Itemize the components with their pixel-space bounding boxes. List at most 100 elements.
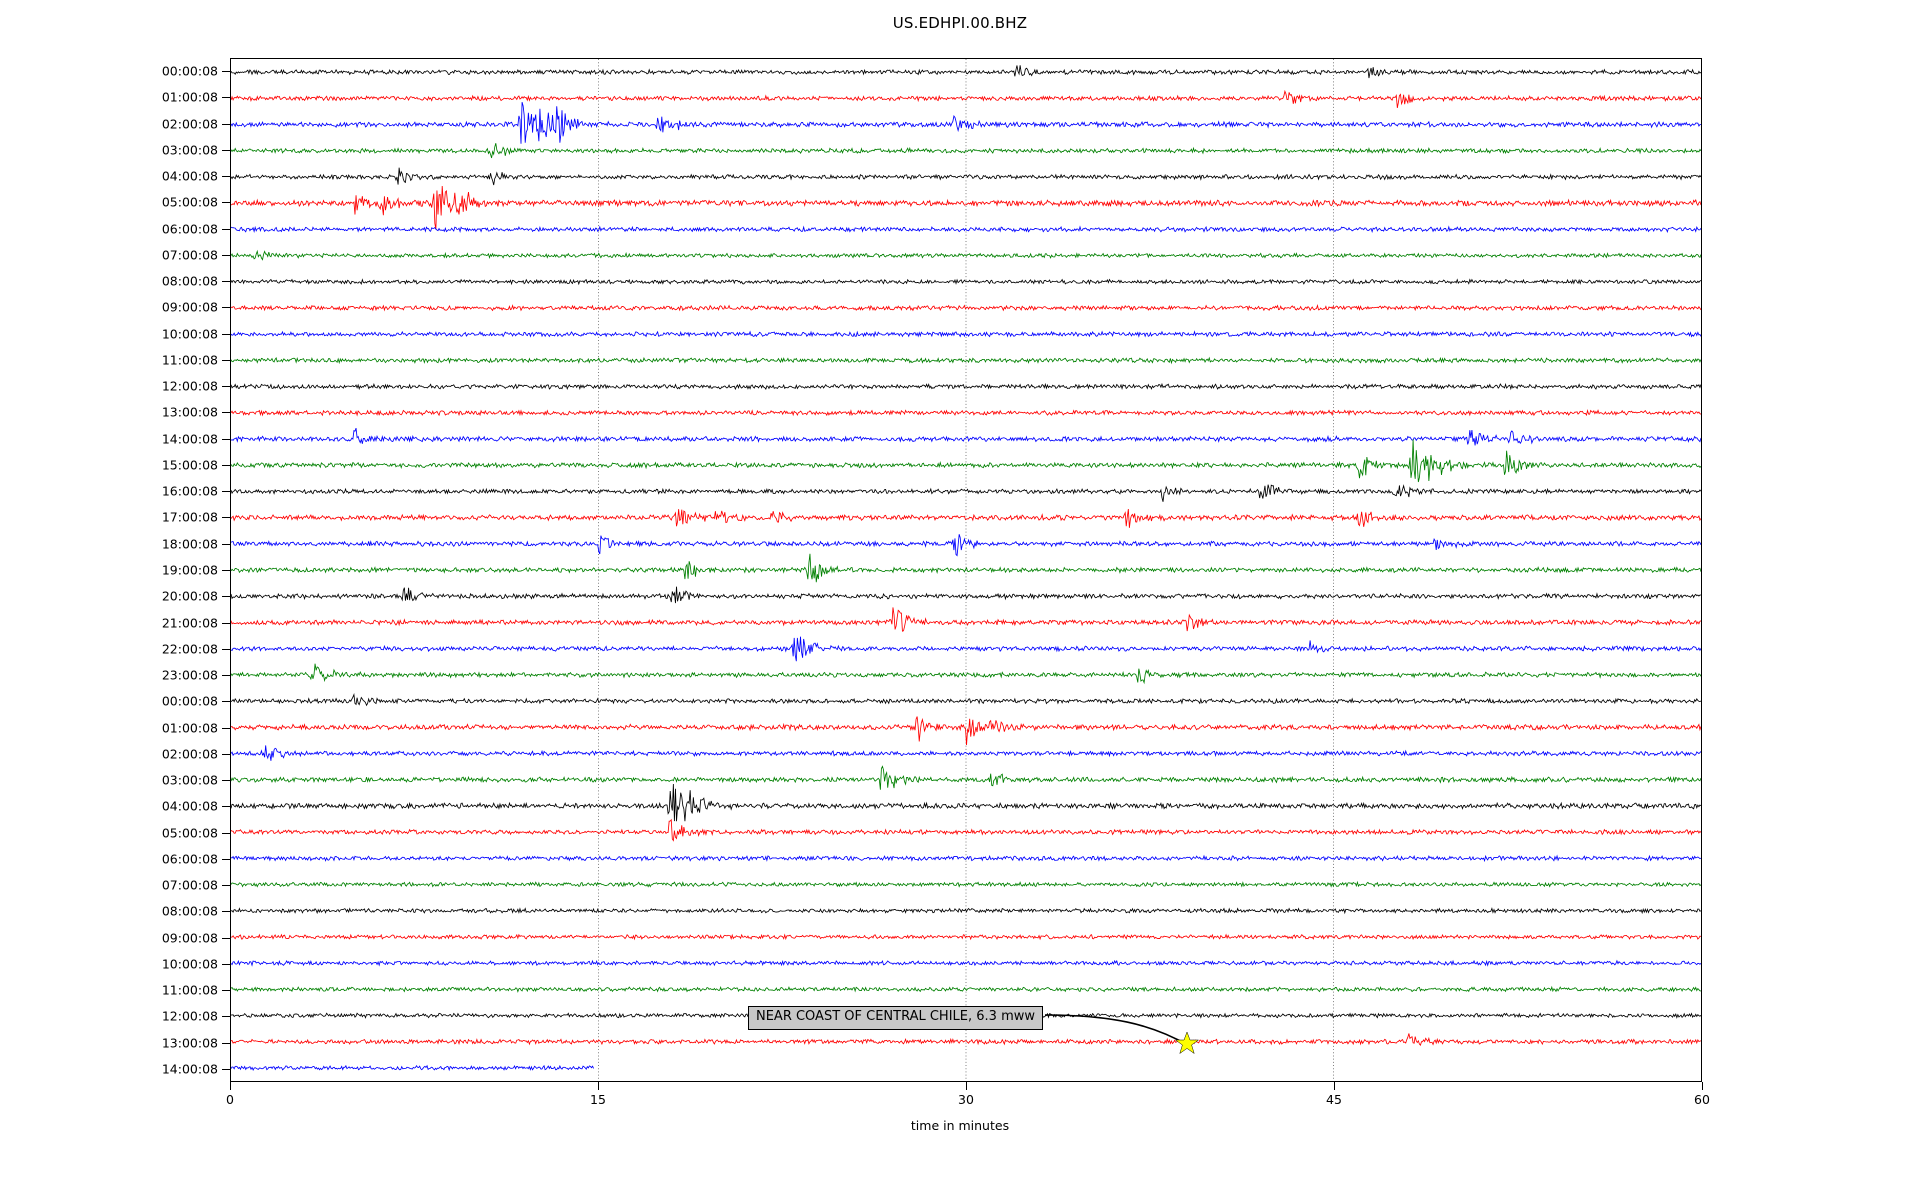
y-axis-tick-label: 14:00:08 xyxy=(161,431,218,447)
x-axis-tick-mark xyxy=(1702,1082,1703,1090)
seismogram-trace xyxy=(231,485,1701,502)
earthquake-star-icon xyxy=(1174,1030,1199,1054)
seismogram-trace xyxy=(231,745,1701,760)
x-axis-tick-mark xyxy=(598,1082,599,1090)
y-axis-tick-mark xyxy=(222,990,231,992)
y-axis-tick-mark xyxy=(222,570,231,571)
y-axis-tick-mark xyxy=(222,254,231,256)
y-axis-tick-mark xyxy=(222,333,231,335)
seismogram-trace xyxy=(231,332,1701,337)
y-axis-tick-mark xyxy=(222,307,231,309)
y-axis-tick-mark xyxy=(222,858,231,860)
y-axis-tick-label: 22:00:08 xyxy=(161,641,218,657)
seismogram-trace xyxy=(231,664,1701,683)
x-axis-tick-mark xyxy=(1334,1082,1335,1090)
y-axis-tick-label: 12:00:08 xyxy=(161,1008,218,1024)
x-axis-label: time in minutes xyxy=(910,1118,1010,1133)
y-axis-tick-label: 20:00:08 xyxy=(161,588,218,604)
y-axis-tick-mark xyxy=(222,543,231,545)
y-axis-tick-mark xyxy=(222,97,231,99)
y-axis-tick-label: 18:00:08 xyxy=(161,536,218,552)
y-axis-tick-label: 00:00:08 xyxy=(161,693,218,709)
x-axis-tick-label: 0 xyxy=(226,1092,234,1107)
y-axis-tick-mark xyxy=(222,281,231,283)
x-axis-tick-label: 30 xyxy=(958,1092,974,1107)
seismogram-traces xyxy=(231,59,1701,1081)
seismogram-trace xyxy=(231,935,1701,939)
y-axis-tick-mark xyxy=(222,701,231,703)
y-axis-tick-mark xyxy=(222,753,231,755)
y-axis-tick-mark xyxy=(222,596,231,598)
seismogram-trace xyxy=(231,987,1701,991)
seismogram-trace xyxy=(231,587,1701,603)
seismogram-trace xyxy=(231,439,1701,482)
y-axis-tick-label: 06:00:08 xyxy=(161,221,218,237)
y-axis-tick-mark xyxy=(222,491,231,493)
y-axis-tick-label: 17:00:08 xyxy=(161,509,218,525)
y-axis-tick-mark xyxy=(222,359,231,361)
seismogram-trace xyxy=(231,554,1701,582)
seismogram-trace xyxy=(231,717,1701,745)
y-axis-tick-mark xyxy=(222,176,231,178)
y-axis-tick-label: 10:00:08 xyxy=(161,956,218,972)
y-axis-tick-mark xyxy=(222,438,231,440)
y-axis-tick-label: 15:00:08 xyxy=(161,457,218,473)
seismogram-trace xyxy=(231,251,1701,259)
plot-area[interactable] xyxy=(230,58,1702,1082)
y-axis-tick-label: 04:00:08 xyxy=(161,168,218,184)
y-axis-tick-mark xyxy=(222,963,231,965)
y-axis-tick-mark xyxy=(222,675,231,677)
y-axis-tick-mark xyxy=(222,622,231,624)
y-axis-tick-label: 00:00:08 xyxy=(161,63,218,79)
seismogram-trace xyxy=(231,428,1701,445)
y-axis-tick-label: 08:00:08 xyxy=(161,273,218,289)
y-axis-tick-label: 16:00:08 xyxy=(161,483,218,499)
seismogram-trace xyxy=(231,410,1701,415)
y-axis-tick-mark xyxy=(222,1042,231,1044)
y-axis-tick-label: 06:00:08 xyxy=(161,851,218,867)
seismogram-trace xyxy=(231,908,1701,912)
y-axis-tick-label: 14:00:08 xyxy=(161,1061,218,1077)
seismogram-trace xyxy=(231,637,1701,662)
y-axis-tick-mark xyxy=(222,885,231,887)
seismogram-trace xyxy=(231,695,1701,706)
y-axis-tick-mark xyxy=(222,412,231,414)
y-axis-tick-label: 02:00:08 xyxy=(161,746,218,762)
y-axis-tick-label: 12:00:08 xyxy=(161,378,218,394)
x-axis-tick-label: 15 xyxy=(590,1092,606,1107)
y-axis-tick-label: 11:00:08 xyxy=(161,352,218,368)
seismogram-trace xyxy=(231,820,1701,841)
y-axis-tick-mark xyxy=(222,1016,231,1018)
seismogram-trace xyxy=(231,306,1701,311)
y-axis-tick-label: 09:00:08 xyxy=(161,299,218,315)
page-title: US.EDHPI.00.BHZ xyxy=(892,14,1028,32)
seismogram-trace xyxy=(231,534,1701,555)
y-axis-tick-mark xyxy=(222,386,231,388)
y-axis-tick-mark xyxy=(222,202,231,204)
y-axis-tick-label: 05:00:08 xyxy=(161,825,218,841)
y-axis-tick-mark xyxy=(222,911,231,913)
seismogram-trace xyxy=(231,384,1701,389)
seismogram-trace xyxy=(231,961,1701,965)
y-axis-tick-label: 10:00:08 xyxy=(161,326,218,342)
y-axis-tick-mark xyxy=(222,780,231,782)
y-axis-tick-label: 01:00:08 xyxy=(161,89,218,105)
seismogram-trace xyxy=(231,65,1701,78)
y-axis-tick-mark xyxy=(222,228,231,230)
y-axis-tick-mark xyxy=(222,123,231,125)
seismogram-trace xyxy=(231,227,1701,232)
y-axis-tick-label: 07:00:08 xyxy=(161,247,218,263)
seismogram-trace xyxy=(231,856,1701,861)
y-axis-tick-label: 01:00:08 xyxy=(161,720,218,736)
y-axis-tick-label: 09:00:08 xyxy=(161,930,218,946)
y-axis-tick-mark xyxy=(222,71,231,73)
y-axis-tick-mark xyxy=(222,464,231,466)
y-axis-tick-label: 02:00:08 xyxy=(161,116,218,132)
y-axis-tick-mark xyxy=(222,832,231,834)
seismogram-trace xyxy=(231,143,1701,158)
seismogram-trace xyxy=(231,1066,594,1070)
y-axis-tick-label: 13:00:08 xyxy=(161,1035,218,1051)
y-axis-tick-label: 07:00:08 xyxy=(161,877,218,893)
y-axis-tick-label: 03:00:08 xyxy=(161,142,218,158)
